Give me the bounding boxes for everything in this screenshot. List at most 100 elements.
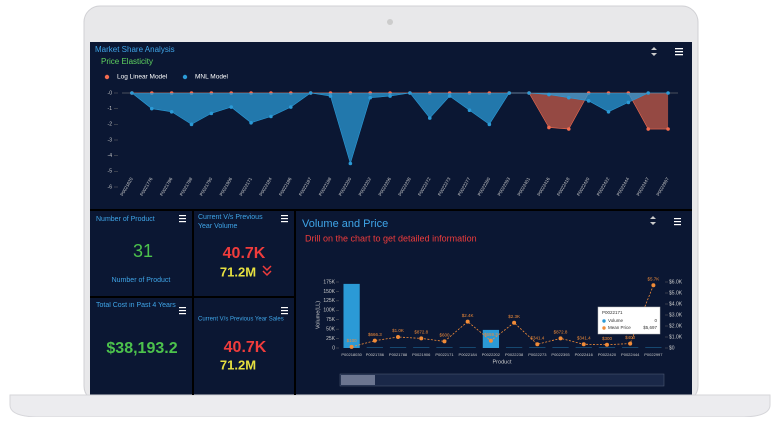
point xyxy=(408,91,412,95)
point xyxy=(605,343,609,347)
point xyxy=(627,101,631,105)
data-label: $600 xyxy=(439,333,450,338)
point xyxy=(329,94,333,98)
y-axis-label: Volume(LL) xyxy=(315,301,321,329)
point xyxy=(448,94,452,98)
data-label: $666.3 xyxy=(368,332,382,337)
y-tick-label: -0 xyxy=(108,90,113,96)
y2-tick-label: $2.0K xyxy=(669,323,683,329)
point xyxy=(373,339,377,343)
point xyxy=(607,110,611,114)
scrollbar[interactable] xyxy=(340,374,664,386)
y-tick-label: -6 xyxy=(108,184,113,190)
kpi-secondary: 71.2M xyxy=(220,357,256,372)
point xyxy=(547,126,551,130)
point xyxy=(567,127,571,131)
point xyxy=(488,123,492,127)
y-tick-label: -3 xyxy=(108,137,113,143)
laptop-base xyxy=(10,395,770,417)
legend-label: MNL Model xyxy=(195,74,229,81)
x-tick-label: P0021906 xyxy=(412,352,431,357)
point xyxy=(468,108,472,112)
y-tick-label: 100K xyxy=(323,308,335,314)
point xyxy=(666,91,670,95)
x-axis-label: Product xyxy=(493,359,512,365)
tooltip-value: $5,697 xyxy=(643,325,657,330)
data-label: $872.8 xyxy=(414,330,428,335)
x-tick-label: P0022416 xyxy=(575,352,594,357)
data-label: $400 xyxy=(625,335,636,340)
data-label: $1.0K xyxy=(392,328,404,333)
point xyxy=(170,110,174,114)
point xyxy=(507,91,511,95)
x-tick-label: P0022997 xyxy=(644,352,663,357)
panel-subtitle: Drill on the chart to get detailed infor… xyxy=(305,233,477,243)
kpi-title-box: Total Cost in Past 4 Years xyxy=(96,302,176,324)
panel-subtitle: Price Elasticity xyxy=(101,57,153,66)
point xyxy=(582,342,586,346)
point xyxy=(349,162,353,166)
point xyxy=(368,96,372,100)
point xyxy=(130,91,134,95)
point xyxy=(651,283,655,287)
kpi-title: Number of Product xyxy=(96,216,155,223)
y-tick-label: 150K xyxy=(323,289,335,295)
tooltip-label: Mean Price xyxy=(608,325,631,330)
data-label: $659.3 xyxy=(484,332,498,337)
x-tick-label: P0022393 xyxy=(551,352,570,357)
y2-tick-label: $6.0K xyxy=(669,279,683,285)
point xyxy=(269,115,273,119)
x-tick-label: P0022420 xyxy=(598,352,617,357)
point xyxy=(666,127,670,131)
point xyxy=(646,91,650,95)
scroll-handle[interactable] xyxy=(341,375,375,385)
point xyxy=(150,107,154,111)
legend-marker xyxy=(183,75,187,79)
y-tick-label: 75K xyxy=(326,317,336,323)
point xyxy=(309,91,313,95)
y2-tick-label: $1.0K xyxy=(669,334,683,340)
point xyxy=(249,121,253,125)
point xyxy=(527,91,531,95)
point xyxy=(535,342,539,346)
point xyxy=(428,116,432,120)
x-tick-label: P0022202 xyxy=(482,352,501,357)
x-tick-label: P0022184 xyxy=(459,352,478,357)
point xyxy=(646,127,650,131)
point xyxy=(396,335,400,339)
kpi-value: $38,193.2 xyxy=(106,340,177,357)
tooltip-label: Volume xyxy=(608,318,624,323)
y-tick-label: 25K xyxy=(326,336,336,342)
data-label: $100 xyxy=(347,338,358,343)
y-tick-label: -4 xyxy=(108,153,113,159)
y-tick-label: 50K xyxy=(326,326,336,332)
point xyxy=(229,105,233,109)
data-label: $5.7K xyxy=(648,276,660,281)
data-label: $2.3K xyxy=(508,314,520,319)
panel-title: Volume and Price xyxy=(302,218,388,230)
y-tick-label: 175K xyxy=(323,279,335,285)
point xyxy=(547,93,551,97)
point xyxy=(489,339,493,343)
menu-icon[interactable] xyxy=(675,48,683,55)
point xyxy=(190,123,194,127)
x-tick-label: P0022171 xyxy=(435,352,454,357)
data-label: $2.4K xyxy=(462,313,474,318)
data-label: $341.4 xyxy=(530,335,544,340)
kpi-value: 40.7K xyxy=(223,245,266,262)
kpi-value: 31 xyxy=(133,241,153,261)
y-tick-label: 0 xyxy=(332,345,335,351)
legend-marker xyxy=(105,75,109,79)
x-tick-label: P0022444 xyxy=(621,352,640,357)
point xyxy=(419,336,423,340)
kpi-title: Current V/s Previous Year Volume xyxy=(198,213,278,231)
legend-label: Log Linear Model xyxy=(117,74,168,81)
x-tick-label: P0021788 xyxy=(389,352,408,357)
y-tick-label: 125K xyxy=(323,298,335,304)
point xyxy=(388,94,392,98)
kpi-title-box: Current V/s Previous Year Volume xyxy=(198,213,278,235)
point xyxy=(628,342,632,346)
y2-tick-label: $5.0K xyxy=(669,290,683,296)
y2-tick-label: $3.0K xyxy=(669,312,683,318)
